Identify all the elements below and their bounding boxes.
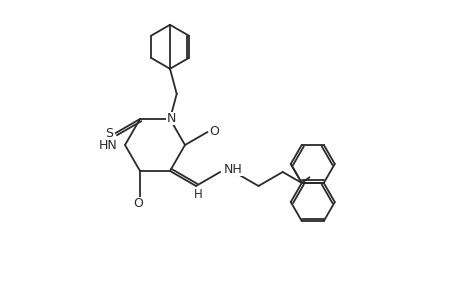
Text: H: H <box>193 188 202 202</box>
Text: S: S <box>105 127 112 140</box>
Text: N: N <box>166 112 175 124</box>
Text: NH: NH <box>224 164 242 176</box>
Text: O: O <box>209 124 219 137</box>
Text: O: O <box>133 197 143 211</box>
Text: HN: HN <box>99 139 118 152</box>
